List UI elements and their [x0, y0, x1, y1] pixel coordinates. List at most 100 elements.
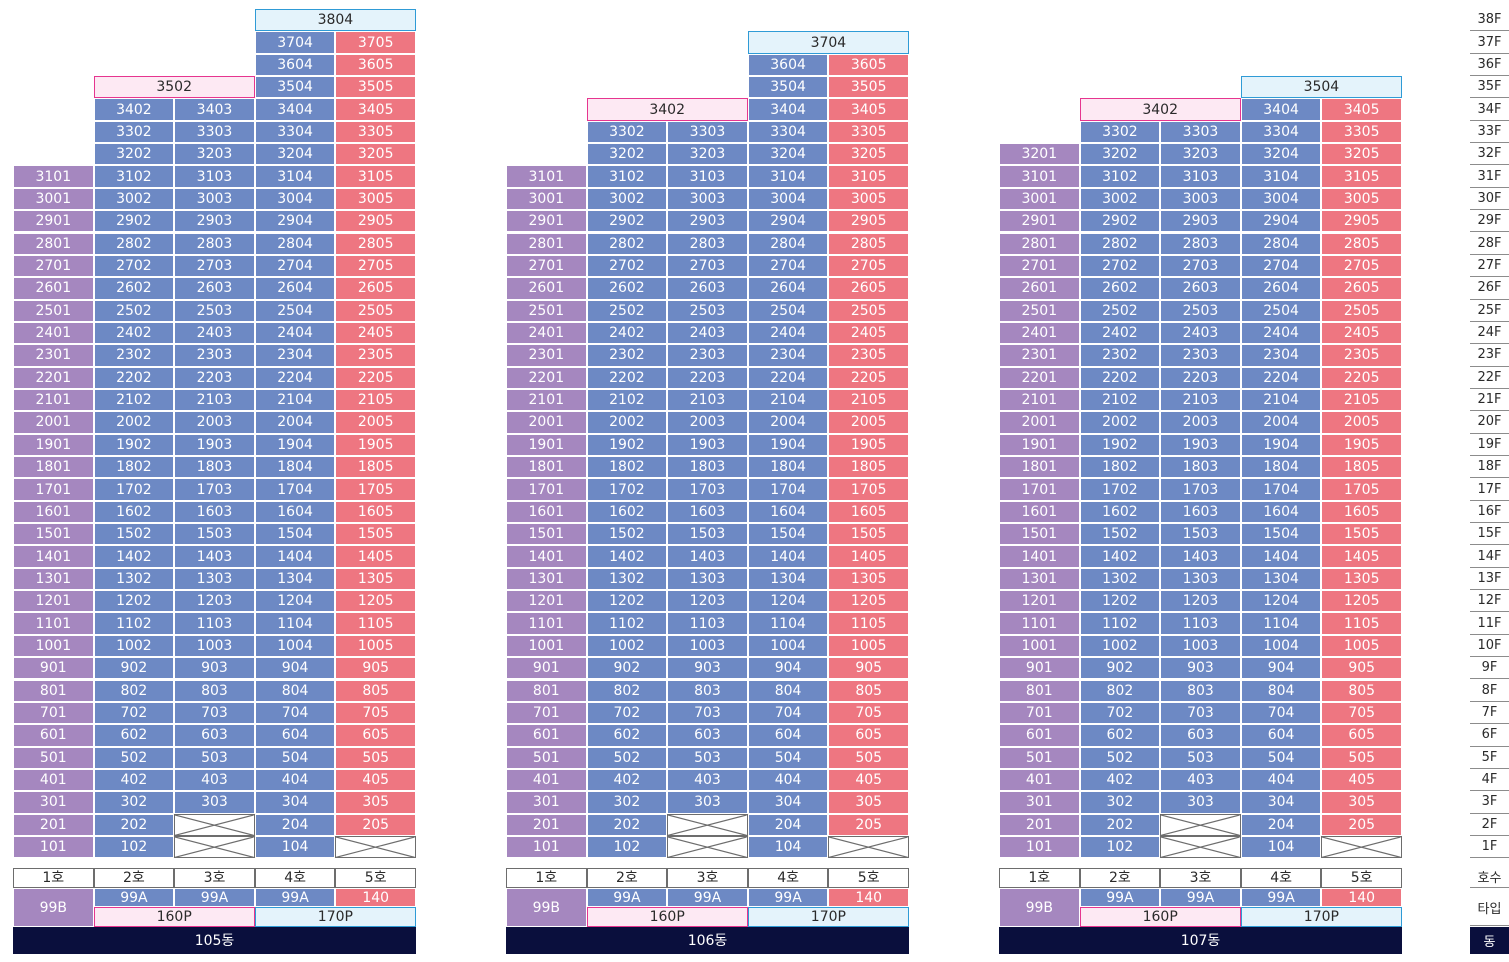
unit-cell: 2304: [254, 344, 336, 367]
type-cell: 99A: [1160, 888, 1241, 907]
type-99b-cell: 99B: [506, 888, 587, 927]
unit-cell: 1204: [747, 590, 829, 613]
unit-cell: 2403: [174, 321, 255, 345]
unit-cell: 2203: [1160, 366, 1241, 389]
unit-cell: 1002: [586, 634, 668, 658]
unit-cell: 2104: [254, 388, 336, 412]
unit-cell: 2505: [828, 299, 909, 322]
unit-cell: 403: [667, 768, 748, 792]
unit-cell: 1804: [254, 456, 336, 479]
unit-cell: 805: [335, 679, 416, 702]
unit-cell: 3204: [1240, 143, 1322, 166]
unit-cell: 1102: [1079, 612, 1161, 635]
unit-cell: 901: [999, 657, 1080, 680]
unit-number-header: 4호: [747, 868, 829, 888]
penthouse-cell: 3504: [1240, 76, 1402, 99]
unit-cell: 1004: [747, 634, 829, 658]
unit-cell: 1201: [506, 590, 587, 613]
unit-cell: 1304: [254, 567, 336, 591]
unit-cell: 3102: [93, 165, 175, 188]
unit-cell: 804: [1240, 679, 1322, 702]
unit-cell: 3101: [13, 165, 94, 188]
unit-cell: 3405: [335, 98, 416, 121]
unit-cell: 3302: [93, 120, 175, 144]
unit-cell: 1805: [335, 456, 416, 479]
unit-number-header: 3호: [667, 868, 748, 888]
unit-cell: 904: [747, 657, 829, 680]
unit-cell: 3204: [747, 143, 829, 166]
unit-cell: 2702: [93, 254, 175, 278]
unit-cell: 1001: [999, 634, 1080, 658]
unit-cell: 2703: [1160, 254, 1241, 278]
type-cell: 140: [1321, 888, 1402, 907]
unit-cell: 1105: [335, 612, 416, 635]
unit-cell: 2504: [254, 299, 336, 322]
unit-cell: 3302: [1079, 120, 1161, 144]
floor-label: 24F: [1470, 322, 1509, 345]
unit-cell: 1505: [335, 523, 416, 546]
penthouse-cell: 3804: [254, 9, 416, 32]
unit-cell: 2403: [667, 321, 748, 345]
unit-cell: 205: [1321, 813, 1402, 836]
floor-label: 11F: [1470, 612, 1509, 635]
unit-cell: 1502: [1079, 523, 1161, 546]
floor-label: 21F: [1470, 389, 1509, 412]
unit-cell: 1004: [254, 634, 336, 658]
unit-cell: 2905: [335, 210, 416, 233]
unit-cell: 3205: [828, 143, 909, 166]
unit-cell: 501: [13, 746, 94, 769]
unit-cell: 1401: [999, 545, 1080, 568]
unit-cell: 3605: [335, 53, 416, 77]
unit-cell: 2802: [1079, 232, 1161, 255]
floor-label: 18F: [1470, 456, 1509, 479]
unit-cell: 2103: [667, 388, 748, 412]
unit-cell: 1605: [335, 500, 416, 524]
unit-cell: 803: [667, 679, 748, 702]
unit-cell: 2702: [1079, 254, 1161, 278]
floor-label: 30F: [1470, 188, 1509, 211]
unit-cell: 2101: [506, 388, 587, 412]
unit-cell: 3103: [667, 165, 748, 188]
unit-cell: 3104: [254, 165, 336, 188]
unit-cell: 2505: [335, 299, 416, 322]
unit-cell: 2301: [13, 344, 94, 367]
unit-cell: 2105: [828, 388, 909, 412]
unit-cell: 703: [174, 701, 255, 725]
type-cell: 99A: [93, 888, 175, 907]
unit-cell: 1802: [1079, 456, 1161, 479]
unit-cell: 2004: [254, 411, 336, 434]
unit-cell: 3005: [828, 187, 909, 211]
unit-number-header: 1호: [999, 868, 1080, 888]
unit-cell: 1401: [506, 545, 587, 568]
unit-cell: 602: [586, 724, 668, 747]
unit-cell: 702: [93, 701, 175, 725]
unit-cell: 2202: [1079, 366, 1161, 389]
floor-label: 19F: [1470, 434, 1509, 456]
unit-cell: 1704: [1240, 478, 1322, 501]
unit-cell: 3205: [335, 143, 416, 166]
unit-cell: 2003: [1160, 411, 1241, 434]
unit-cell: 1903: [667, 433, 748, 456]
unit-cell: 2102: [93, 388, 175, 412]
unit-cell: 903: [667, 657, 748, 680]
unit-cell: 2204: [1240, 366, 1322, 389]
unit-cell: 104: [1240, 835, 1322, 859]
unit-cell: 1305: [828, 567, 909, 591]
unit-cell: 1801: [13, 456, 94, 479]
unit-cell: 1503: [667, 523, 748, 546]
unit-cell: 1104: [1240, 612, 1322, 635]
unit-cell: 1603: [667, 500, 748, 524]
unit-cell: 1504: [1240, 523, 1322, 546]
unit-cell: 1701: [506, 478, 587, 501]
unit-cell: 1001: [506, 634, 587, 658]
unit-cell: 2601: [506, 277, 587, 300]
unit-cell: 601: [506, 724, 587, 747]
unit-cell: 1901: [999, 433, 1080, 456]
unit-cell: 2302: [586, 344, 668, 367]
unit-cell: 1902: [586, 433, 668, 456]
unit-cell: 1104: [254, 612, 336, 635]
floor-label: 13F: [1470, 568, 1509, 591]
unit-cell: 3304: [747, 120, 829, 144]
unit-cell: 1902: [93, 433, 175, 456]
unit-cell: 1705: [828, 478, 909, 501]
